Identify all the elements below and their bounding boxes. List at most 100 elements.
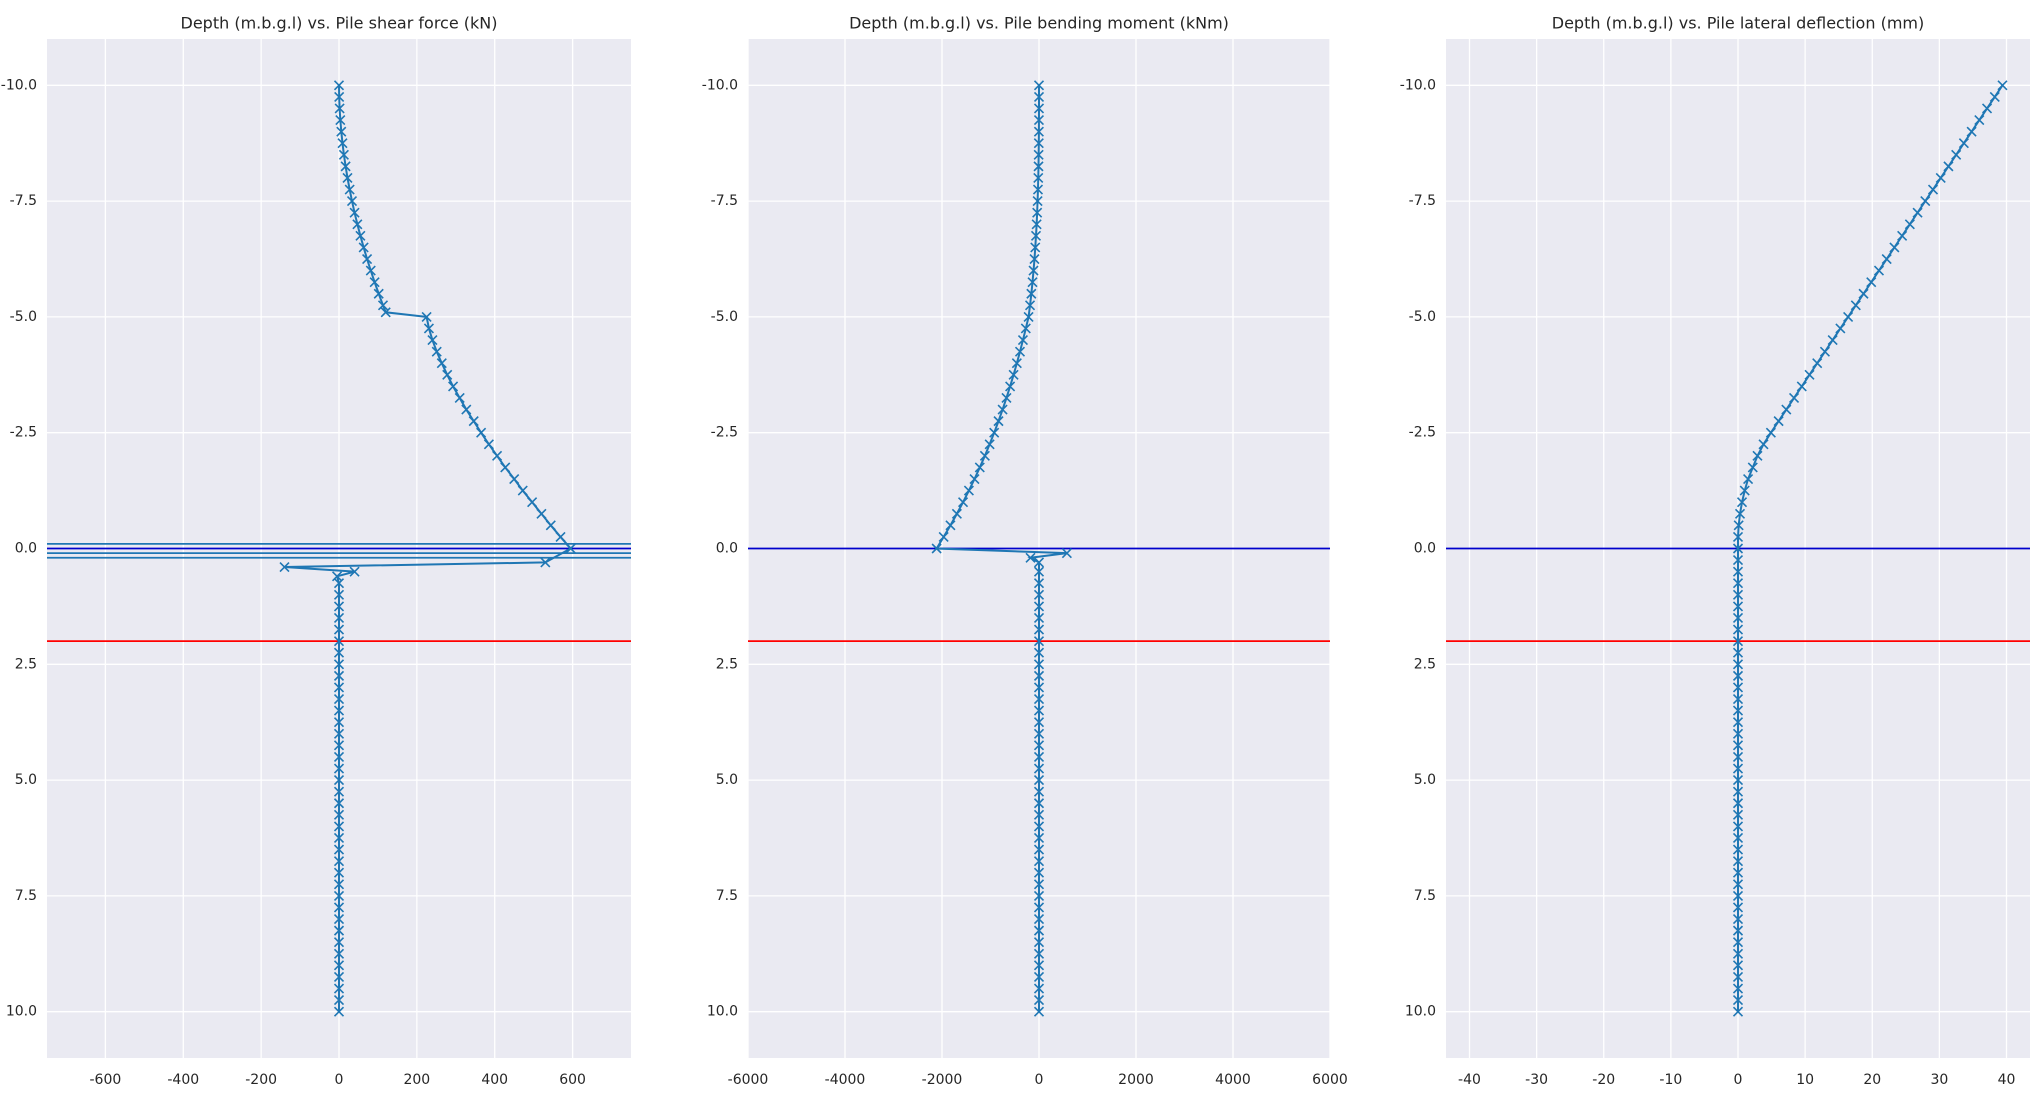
data-marker — [1732, 578, 1744, 589]
data-marker — [483, 439, 494, 450]
data-marker — [333, 751, 345, 762]
data-marker — [1017, 335, 1029, 346]
data-marker — [1732, 740, 1744, 751]
data-marker — [1733, 520, 1744, 531]
data-marker — [1966, 126, 1977, 137]
data-marker — [333, 879, 345, 890]
data-marker — [979, 450, 990, 461]
data-marker — [1033, 937, 1045, 948]
data-marker — [1033, 126, 1044, 137]
data-marker — [340, 161, 351, 172]
data-marker — [938, 531, 949, 542]
data-marker — [1935, 172, 1946, 184]
data-marker — [1732, 763, 1744, 774]
data-marker — [1033, 948, 1045, 959]
data-marker — [1732, 555, 1744, 566]
data-marker — [1011, 358, 1022, 369]
data-marker — [1732, 983, 1744, 994]
data-marker — [1736, 497, 1748, 508]
data-marker — [1732, 1006, 1744, 1017]
data-marker — [333, 809, 345, 820]
data-marker — [1827, 335, 1838, 346]
data-marker — [1033, 867, 1045, 878]
data-marker — [421, 311, 432, 322]
data-marker — [333, 80, 345, 91]
x-tick-label: -40 — [1458, 1072, 1481, 1088]
y-tick-label: -2.5 — [711, 425, 738, 441]
x-tick-label: 30 — [1930, 1072, 1948, 1088]
data-marker — [1989, 91, 2000, 102]
y-tick-label: 7.5 — [1414, 888, 1436, 904]
data-marker — [1732, 612, 1744, 624]
y-tick-label: 2.5 — [15, 656, 37, 672]
data-marker — [1732, 798, 1744, 809]
data-marker — [1732, 856, 1744, 867]
data-marker — [1804, 369, 1815, 380]
data-marker — [349, 207, 360, 218]
data-marker — [1732, 879, 1744, 890]
x-tick-label: 400 — [481, 1072, 508, 1088]
data-marker — [423, 323, 435, 334]
data-marker — [333, 844, 345, 855]
data-marker — [333, 798, 345, 809]
data-marker — [334, 91, 345, 102]
data-marker — [1033, 751, 1045, 762]
data-marker — [355, 230, 366, 241]
data-marker — [333, 902, 345, 913]
data-marker — [476, 427, 487, 438]
data-marker — [333, 995, 345, 1006]
data-marker — [1734, 508, 1746, 519]
data-marker — [1033, 114, 1045, 126]
data-marker — [1732, 821, 1744, 832]
data-marker — [1796, 381, 1807, 392]
y-tick-label: -10.0 — [702, 77, 738, 93]
data-marker — [1005, 381, 1016, 392]
data-marker — [1033, 682, 1045, 693]
data-marker — [352, 219, 363, 230]
data-marker — [1843, 311, 1854, 322]
data-marker — [957, 497, 969, 508]
data-marker — [448, 381, 459, 392]
data-marker — [997, 404, 1008, 415]
data-marker — [1033, 740, 1045, 751]
data-marker — [969, 473, 980, 485]
data-marker — [333, 913, 345, 925]
data-marker — [1943, 161, 1954, 172]
x-tick-label: 0 — [335, 1072, 344, 1088]
data-marker — [1732, 832, 1744, 844]
data-marker — [1033, 578, 1045, 589]
data-marker — [333, 948, 345, 959]
data-marker — [333, 890, 345, 901]
data-marker — [1033, 913, 1045, 925]
chart-title: Depth (m.b.g.l) vs. Pile bending moment … — [849, 14, 1229, 33]
data-marker — [1732, 693, 1744, 705]
data-marker — [945, 520, 956, 531]
y-tick-label: 7.5 — [716, 888, 738, 904]
data-marker — [1033, 1006, 1045, 1017]
data-marker — [373, 288, 384, 299]
data-marker — [1835, 323, 1846, 334]
y-tick-label: 10.0 — [707, 1004, 738, 1020]
data-marker — [1033, 557, 1045, 568]
data-marker — [333, 705, 345, 716]
data-marker — [333, 717, 345, 728]
data-marker — [336, 126, 347, 137]
data-marker — [1732, 960, 1744, 971]
x-tick-label: -6000 — [728, 1072, 769, 1088]
data-marker — [333, 578, 345, 589]
data-marker — [1732, 890, 1744, 901]
data-marker — [1033, 566, 1045, 577]
data-marker — [431, 346, 442, 357]
data-marker — [369, 277, 380, 288]
data-marker — [1033, 80, 1045, 91]
data-marker — [1033, 589, 1045, 600]
y-tick-label: 0.0 — [15, 541, 37, 557]
x-tick-label: 0 — [1035, 1072, 1044, 1088]
data-marker — [989, 427, 1000, 438]
data-marker — [1030, 230, 1042, 241]
data-marker — [1732, 566, 1744, 577]
data-marker — [509, 473, 520, 485]
data-marker — [1033, 601, 1045, 612]
data-marker — [358, 242, 369, 253]
data-marker — [1732, 809, 1744, 820]
